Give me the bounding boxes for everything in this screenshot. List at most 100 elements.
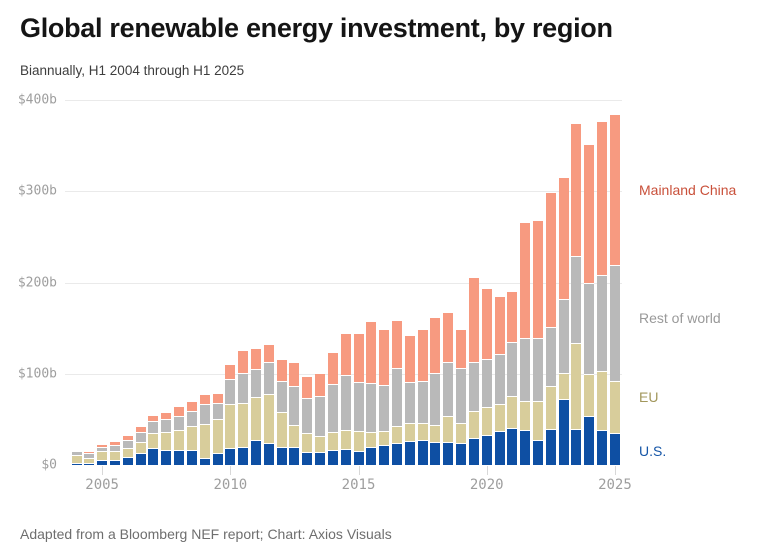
segment-mainland-china [353, 333, 364, 382]
segment-mainland-china [571, 122, 582, 257]
segment-u-s [430, 442, 441, 465]
bar-h1-2016 [379, 328, 390, 465]
segment-rest-of-world [533, 338, 544, 402]
segment-rest-of-world [417, 380, 428, 424]
bar-h1-2020 [481, 287, 492, 465]
segment-eu [545, 385, 556, 429]
segment-eu [97, 451, 108, 461]
segment-u-s [315, 452, 326, 465]
bar-h2-2009 [212, 392, 223, 465]
segment-mainland-china [225, 364, 236, 380]
segment-rest-of-world [545, 327, 556, 386]
segment-rest-of-world [571, 256, 582, 343]
bar-h1-2005 [97, 443, 108, 465]
segment-mainland-china [520, 222, 531, 339]
segment-rest-of-world [507, 342, 518, 397]
segment-rest-of-world [481, 358, 492, 407]
segment-rest-of-world [430, 372, 441, 425]
x-axis-label-2015: 2015 [341, 477, 376, 493]
segment-eu [597, 371, 608, 431]
segment-u-s [584, 415, 595, 465]
segment-rest-of-world [468, 362, 479, 412]
segment-rest-of-world [366, 382, 377, 432]
segment-u-s [238, 447, 249, 465]
bar-h1-2022 [533, 219, 544, 465]
segment-u-s [302, 451, 313, 465]
segment-eu [71, 455, 82, 463]
segment-u-s [609, 433, 620, 465]
segment-eu [315, 436, 326, 453]
segment-eu [250, 397, 261, 440]
segment-u-s [366, 447, 377, 465]
segment-u-s [558, 399, 569, 465]
x-axis-label-2025: 2025 [598, 477, 632, 493]
segment-mainland-china [122, 435, 133, 441]
segment-u-s [186, 450, 197, 465]
footer-credit: Adapted from a Bloomberg NEF report; Cha… [20, 526, 392, 542]
segment-eu [533, 401, 544, 440]
segment-rest-of-world [353, 381, 364, 432]
segment-u-s [212, 453, 223, 465]
segment-rest-of-world [597, 275, 608, 372]
segment-eu [122, 447, 133, 457]
segment-mainland-china [597, 121, 608, 276]
bar-h2-2004 [84, 452, 95, 465]
segment-eu [404, 422, 415, 442]
segment-eu [174, 429, 185, 450]
y-axis-label: $300b [17, 183, 57, 199]
y-axis-label: $200b [17, 275, 57, 290]
segment-mainland-china [558, 177, 569, 299]
bar-h2-2020 [494, 296, 505, 465]
bar-h1-2013 [302, 375, 313, 465]
segment-u-s [71, 462, 82, 465]
segment-eu [443, 415, 454, 442]
bar-h2-2012 [289, 361, 300, 465]
bar-h2-2006 [135, 426, 146, 465]
segment-mainland-china [199, 394, 210, 405]
segment-rest-of-world [161, 418, 172, 432]
segment-eu [148, 432, 159, 448]
segment-rest-of-world [71, 451, 82, 456]
segment-rest-of-world [276, 381, 287, 413]
x-axis-label-2005: 2005 [85, 477, 119, 493]
bar-h1-2006 [122, 435, 133, 465]
segment-mainland-china [263, 344, 274, 362]
segment-eu [430, 424, 441, 443]
segment-u-s [109, 459, 120, 465]
segment-u-s [199, 458, 210, 465]
segment-u-s [520, 429, 531, 465]
segment-rest-of-world [443, 361, 454, 416]
bar-h1-2008 [174, 406, 185, 465]
segment-u-s [340, 449, 351, 465]
y-gridline-300 [65, 191, 622, 193]
segment-u-s [84, 462, 95, 465]
segment-mainland-china [148, 414, 159, 422]
bar-h1-2004 [71, 450, 82, 465]
segment-mainland-china [584, 143, 595, 283]
segment-mainland-china [545, 191, 556, 328]
segment-u-s [545, 428, 556, 465]
segment-eu [584, 373, 595, 416]
bar-h2-2024 [597, 121, 608, 465]
segment-rest-of-world [520, 338, 531, 402]
segment-mainland-china [174, 406, 185, 417]
segment-rest-of-world [135, 432, 146, 443]
segment-eu [507, 396, 518, 429]
y-axis-label: $100b [17, 366, 57, 382]
segment-u-s [417, 439, 428, 465]
segment-eu [302, 433, 313, 452]
bar-h1-2015 [353, 333, 364, 465]
bar-h1-2023 [558, 177, 569, 465]
segment-rest-of-world [584, 282, 595, 374]
segment-rest-of-world [212, 403, 223, 420]
x-axis-tick-2010 [230, 466, 232, 475]
segment-rest-of-world [238, 372, 249, 403]
segment-rest-of-world [148, 421, 159, 433]
segment-rest-of-world [174, 416, 185, 430]
segment-rest-of-world [186, 411, 197, 427]
x-axis-tick-2025 [614, 466, 616, 475]
segment-eu [84, 457, 95, 463]
x-axis-tick-2020 [486, 466, 488, 475]
bar-h2-2005 [109, 440, 120, 465]
segment-mainland-china [276, 359, 287, 382]
